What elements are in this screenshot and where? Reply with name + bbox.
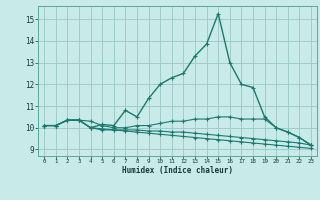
X-axis label: Humidex (Indice chaleur): Humidex (Indice chaleur)	[122, 166, 233, 175]
